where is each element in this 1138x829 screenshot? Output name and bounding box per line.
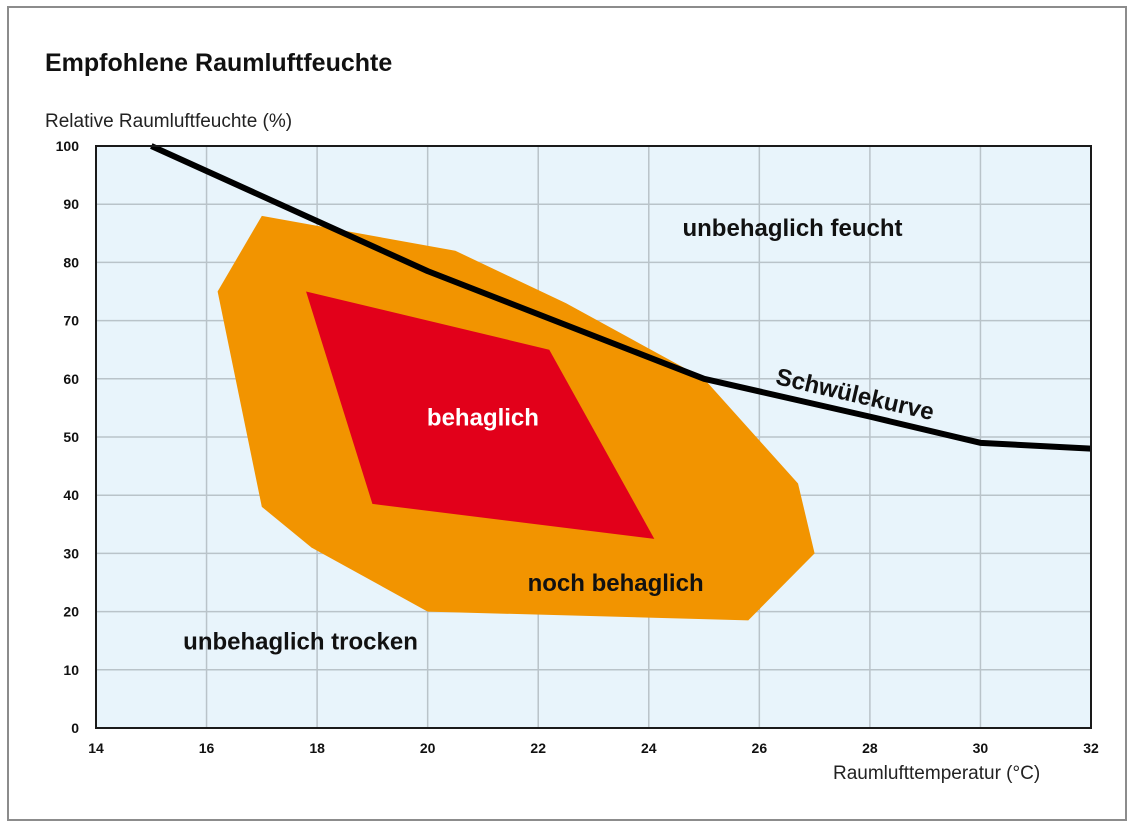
region-label: noch behaglich <box>528 570 704 597</box>
y-tick-label: 40 <box>63 487 79 503</box>
y-tick-label: 80 <box>63 254 79 270</box>
x-tick-label: 18 <box>309 740 325 756</box>
x-tick-label: 24 <box>641 740 657 756</box>
y-tick-label: 100 <box>56 138 80 154</box>
y-tick-label: 0 <box>71 720 79 736</box>
x-tick-label: 30 <box>973 740 989 756</box>
y-tick-label: 50 <box>63 429 79 445</box>
y-tick-label: 60 <box>63 371 79 387</box>
x-tick-label: 14 <box>88 740 104 756</box>
y-axis-label: Relative Raumluftfeuchte (%) <box>45 111 293 132</box>
region-label: unbehaglich feucht <box>682 215 902 242</box>
x-tick-label: 28 <box>862 740 878 756</box>
y-tick-label: 30 <box>63 545 79 561</box>
plot-border <box>95 145 1092 729</box>
x-tick-label: 16 <box>199 740 215 756</box>
region-label: unbehaglich trocken <box>183 628 418 655</box>
x-tick-label: 32 <box>1083 740 1099 756</box>
chart-title: Empfohlene Raumluftfeuchte <box>45 49 393 77</box>
y-tick-label: 10 <box>63 662 79 678</box>
y-tick-label: 20 <box>63 604 79 620</box>
y-tick-label: 70 <box>63 313 79 329</box>
region-label: behaglich <box>427 404 539 431</box>
x-tick-label: 20 <box>420 740 436 756</box>
y-tick-label: 90 <box>63 196 79 212</box>
curves <box>150 143 1092 452</box>
x-tick-label: 26 <box>752 740 768 756</box>
x-axis-label: Raumlufttemperatur (°C) <box>833 763 1041 784</box>
x-tick-label: 22 <box>530 740 546 756</box>
comfort-areas <box>217 215 815 621</box>
axis-ticks: 14 16 18 20 22 24 26 28 30 32 0 10 20 30 40 50 60 70 80 90 1… <box>56 138 1099 756</box>
behaglich-area <box>306 291 655 539</box>
schw-lekurve-line <box>150 143 1092 452</box>
